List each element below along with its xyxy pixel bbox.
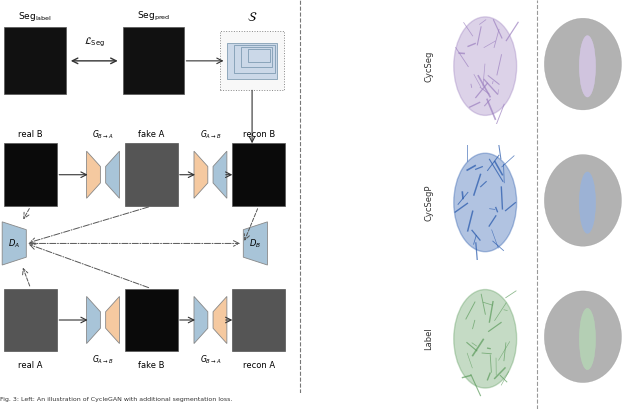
Text: $\mathcal{L}_{\rm Seg}$: $\mathcal{L}_{\rm Seg}$ [84,36,105,49]
Text: Seg$_{\rm label}$: Seg$_{\rm label}$ [18,10,52,23]
FancyBboxPatch shape [227,43,277,79]
Text: CycSeg: CycSeg [424,50,433,82]
Bar [125,143,177,206]
Bar [232,143,285,206]
FancyBboxPatch shape [234,45,275,73]
Text: fake A: fake A [138,130,164,139]
Bar [232,289,285,351]
Bar [4,289,57,351]
Text: $G_{B\rightarrow A}$: $G_{B\rightarrow A}$ [200,353,221,366]
Ellipse shape [454,290,516,388]
Polygon shape [106,297,120,344]
Ellipse shape [545,291,621,382]
Bar [125,289,177,351]
Ellipse shape [545,155,621,246]
Polygon shape [86,297,100,344]
FancyBboxPatch shape [241,47,273,67]
Polygon shape [194,151,208,198]
Ellipse shape [454,17,516,115]
Text: $D_B$: $D_B$ [249,237,261,249]
Polygon shape [243,222,268,265]
Ellipse shape [545,18,621,110]
Ellipse shape [579,308,596,370]
Text: real B: real B [19,130,43,139]
Polygon shape [2,222,26,265]
Text: $D_A$: $D_A$ [8,237,20,249]
Text: $\mathcal{S}$: $\mathcal{S}$ [247,11,257,24]
FancyBboxPatch shape [220,31,284,90]
Polygon shape [106,151,120,198]
Bar [123,27,184,94]
Text: Seg$_{\rm pred}$: Seg$_{\rm pred}$ [137,10,170,23]
Text: Label: Label [424,328,433,350]
Ellipse shape [579,36,596,97]
Polygon shape [86,151,100,198]
Polygon shape [213,151,227,198]
Text: $G_{A\rightarrow B}$: $G_{A\rightarrow B}$ [92,353,114,366]
Text: $G_{A\rightarrow B}$: $G_{A\rightarrow B}$ [200,129,221,142]
Text: recon B: recon B [243,130,275,139]
Ellipse shape [579,172,596,234]
Ellipse shape [454,153,516,252]
Text: real A: real A [19,361,43,370]
Text: fake B: fake B [138,361,164,370]
FancyBboxPatch shape [248,49,270,62]
Text: CycSegP: CycSegP [424,184,433,221]
Bar [4,27,66,94]
Text: recon A: recon A [243,361,275,370]
Bar [4,143,57,206]
Text: $G_{B\rightarrow A}$: $G_{B\rightarrow A}$ [92,129,114,142]
Polygon shape [213,297,227,344]
Text: Fig. 3: Left: An illustration of CycleGAN with additional segmentation loss.: Fig. 3: Left: An illustration of CycleGA… [0,397,232,402]
Polygon shape [194,297,208,344]
